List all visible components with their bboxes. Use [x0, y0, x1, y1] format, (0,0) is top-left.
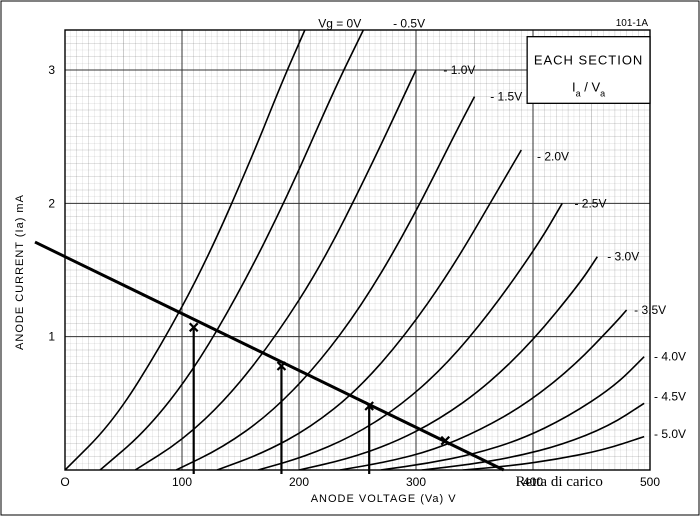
curve-label: - 0.5V [393, 16, 425, 30]
x-tick-label: 300 [406, 475, 426, 489]
x-tick-label: 400 [523, 475, 543, 489]
y-axis-label: ANODE CURRENT (Ia) mA [14, 194, 26, 350]
curve-label: - 5.0V [654, 427, 686, 441]
curve-label: - 1.0V [443, 63, 475, 77]
section-box-line1: EACH SECTION [534, 53, 644, 68]
x-tick-label: O [60, 475, 69, 489]
curve-label: - 3.0V [607, 250, 639, 264]
curve-label: - 4.0V [654, 350, 686, 364]
figure-id: 101-1A [616, 18, 649, 29]
curve-label: - 2.5V [574, 196, 606, 210]
y-tick-label: 2 [48, 196, 55, 210]
x-tick-label: 100 [172, 475, 192, 489]
curve-label: Vg = 0V [318, 16, 361, 30]
x-tick-label: 500 [640, 475, 660, 489]
x-axis-label: ANODE VOLTAGE (Va) V [311, 493, 457, 505]
x-tick-label: 200 [289, 475, 309, 489]
curve-label: - 2.0V [537, 150, 569, 164]
y-tick-label: 1 [48, 330, 55, 344]
curve-label: - 3.5V [634, 303, 666, 317]
y-tick-label: 3 [48, 63, 55, 77]
curve-label: - 4.5V [654, 390, 686, 404]
curve-label: - 1.5V [490, 90, 522, 104]
